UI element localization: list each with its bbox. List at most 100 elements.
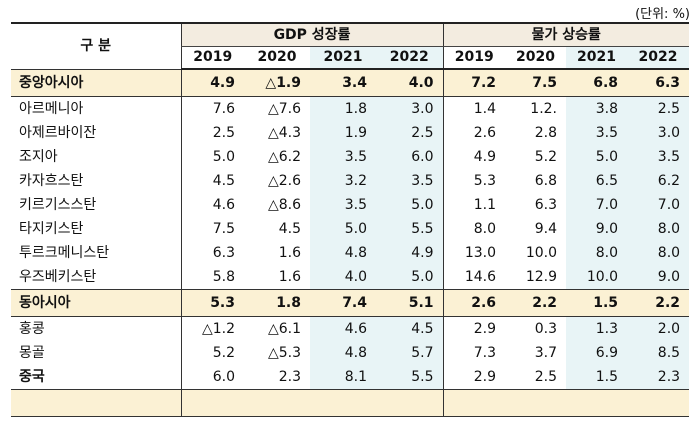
table-row: 아제르바이잔 2.5 △4.3 1.9 2.5 2.6 2.8 3.5 3.0 — [11, 121, 690, 145]
price-growth-cell: 0.3 — [534, 321, 558, 337]
price-growth-cell: 2.6 — [442, 121, 506, 145]
gdp-growth-cell: △6.2 — [267, 149, 301, 165]
price-growth-cell: 7.2 — [442, 68, 506, 97]
price-growth-cell: 8.0 — [627, 217, 690, 241]
region-row — [11, 389, 690, 417]
gdp-growth-cell: 5.2 — [180, 341, 244, 365]
price-growth-cell: 10.0 — [525, 245, 558, 261]
gdp-growth-cell: 5.1 — [376, 289, 444, 317]
gdp-growth-cell: 4.8 — [310, 241, 376, 265]
price-growth-cell: 6.2 — [627, 169, 690, 193]
price-growth-cell: 2.8 — [534, 125, 558, 141]
price-growth-cell: 6.5 — [566, 169, 628, 193]
price-growth-cell: 1.5 — [566, 289, 628, 317]
header-year: 2021 — [310, 46, 376, 70]
header-year: 2019 — [180, 46, 244, 70]
gdp-growth-cell: 7.6 — [180, 96, 244, 121]
country-name: 조지아 — [19, 149, 58, 165]
table-row: 조지아 5.0 △6.2 3.5 6.0 4.9 5.2 5.0 3.5 — [11, 145, 690, 169]
price-growth-cell: 1.3 — [566, 316, 628, 341]
gdp-growth-cell: △1.9 — [244, 68, 310, 97]
price-growth-cell: 10.0 — [566, 265, 628, 290]
price-growth-cell: 8.0 — [627, 241, 690, 265]
gdp-growth-cell: 7.4 — [310, 289, 376, 317]
price-growth-cell: 2.5 — [534, 369, 558, 385]
price-growth-cell: 8.0 — [442, 217, 506, 241]
country-name — [11, 389, 181, 417]
price-growth-cell — [505, 389, 567, 417]
price-growth-cell: 14.6 — [442, 265, 506, 290]
price-growth-cell: 7.3 — [442, 341, 506, 365]
price-growth-cell: 9.0 — [627, 265, 690, 290]
gdp-growth-cell: △1.2 — [180, 316, 244, 341]
gdp-growth-cell: 4.0 — [376, 68, 444, 97]
gdp-growth-cell: 4.9 — [180, 68, 244, 97]
gdp-growth-cell: 1.9 — [310, 121, 376, 145]
gdp-growth-cell: 6.3 — [180, 241, 244, 265]
gdp-growth-cell: 4.6 — [310, 316, 376, 341]
gdp-growth-cell: 1.8 — [244, 289, 310, 317]
price-growth-cell: 1.5 — [566, 365, 628, 390]
gdp-growth-cell: 5.0 — [376, 265, 444, 290]
price-growth-cell: 7.0 — [627, 193, 690, 217]
gdp-growth-cell: △6.1 — [267, 321, 301, 337]
price-growth-cell: 6.3 — [534, 197, 558, 213]
gdp-growth-cell: 5.0 — [376, 193, 444, 217]
gdp-growth-cell — [310, 389, 376, 417]
gdp-growth-cell: △5.3 — [267, 345, 301, 361]
price-growth-cell: 2.3 — [627, 365, 690, 390]
table-row: 우즈베키스탄 5.8 1.6 4.0 5.0 14.6 12.9 10.0 9.0 — [11, 265, 690, 290]
price-growth-cell: 3.0 — [627, 121, 690, 145]
price-growth-cell: 9.0 — [566, 217, 628, 241]
price-growth-cell: 8.0 — [566, 241, 628, 265]
price-growth-cell: 12.9 — [525, 269, 558, 285]
gdp-growth-cell: 4.5 — [180, 169, 244, 193]
price-growth-cell: 2.2 — [627, 289, 690, 317]
table-row: 카자흐스탄 4.5 △2.6 3.2 3.5 5.3 6.8 6.5 6.2 — [11, 169, 690, 193]
gdp-growth-cell: 5.3 — [180, 289, 244, 317]
gdp-growth-cell: △2.6 — [267, 173, 301, 189]
table-row: 중국 6.0 2.3 8.1 5.5 2.9 2.5 1.5 2.3 — [11, 365, 690, 390]
price-growth-cell: 9.4 — [534, 221, 558, 237]
price-growth-cell: 7.0 — [566, 193, 628, 217]
country-name: 홍콩 — [19, 321, 45, 337]
gdp-growth-cell: 4.8 — [310, 341, 376, 365]
price-growth-cell: 1.1 — [442, 193, 506, 217]
price-growth-cell: 8.5 — [627, 341, 690, 365]
gdp-growth-cell: 3.2 — [310, 169, 376, 193]
gdp-growth-cell — [180, 389, 244, 417]
gdp-growth-cell: △4.3 — [267, 125, 301, 141]
country-name: 투르크메니스탄 — [19, 245, 110, 261]
gdp-growth-cell: 5.0 — [180, 145, 244, 169]
price-growth-cell: 6.3 — [627, 68, 690, 97]
price-growth-cell: 5.3 — [442, 169, 506, 193]
gdp-growth-cell: 5.7 — [376, 341, 444, 365]
gdp-growth-cell: 7.5 — [180, 217, 244, 241]
price-growth-cell: 6.8 — [566, 68, 628, 97]
header-gdp-growth: GDP 성장률 — [180, 22, 444, 47]
table-row: 아르메니아 7.6 △7.6 1.8 3.0 1.4 1.2. 3.8 2.5 — [11, 96, 690, 121]
unit-note: (단위: %) — [635, 7, 690, 22]
price-growth-cell: 3.7 — [534, 345, 558, 361]
header-year: 2022 — [376, 46, 444, 70]
gdp-growth-cell: △7.6 — [267, 101, 301, 117]
gdp-growth-cell — [376, 389, 444, 417]
header-category: 구 분 — [11, 22, 181, 69]
header-year: 2019 — [442, 46, 506, 70]
region-row: 중앙아시아 4.9 △1.9 3.4 4.0 7.2 7.5 6.8 6.3 — [11, 68, 690, 97]
country-name: 동아시아 — [11, 289, 181, 317]
header-year: 2022 — [627, 46, 690, 70]
gdp-growth-cell: 4.0 — [310, 265, 376, 290]
price-growth-cell: 3.5 — [627, 145, 690, 169]
gdp-growth-cell: 3.4 — [310, 68, 376, 97]
price-growth-cell: 4.9 — [442, 145, 506, 169]
header-year: 2021 — [566, 46, 628, 70]
price-growth-cell: 2.6 — [442, 289, 506, 317]
gdp-growth-cell: 4.5 — [376, 316, 444, 341]
gdp-growth-cell: 3.5 — [376, 169, 444, 193]
gdp-growth-cell: 5.5 — [376, 217, 444, 241]
price-growth-cell: 6.8 — [534, 173, 558, 189]
price-growth-cell: 3.8 — [566, 96, 628, 121]
table-row: 몽골 5.2 △5.3 4.8 5.7 7.3 3.7 6.9 8.5 — [11, 341, 690, 365]
gdp-growth-cell — [244, 389, 310, 417]
